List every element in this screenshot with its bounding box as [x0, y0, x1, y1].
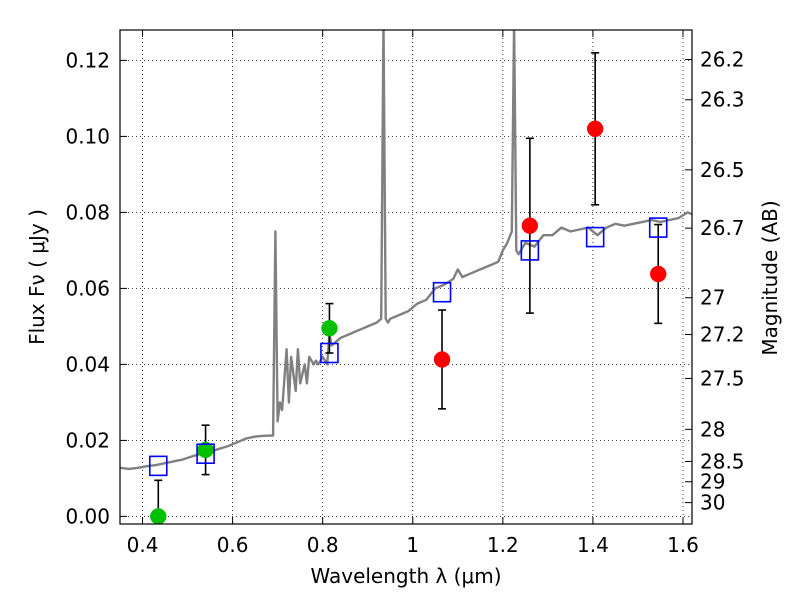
- x-axis-label: Wavelength λ (μm): [310, 564, 501, 588]
- y-tick-label: 0.00: [65, 504, 110, 528]
- mag-tick-label: 30: [700, 491, 725, 515]
- red-data-point: [521, 217, 539, 234]
- red-data-point: [433, 351, 451, 368]
- mag-tick-label: 27.5: [700, 366, 745, 390]
- y-tick-label: 0.08: [65, 200, 110, 224]
- mag-tick-label: 26.2: [700, 48, 745, 72]
- model-square-point: [196, 443, 215, 465]
- model-square-point: [520, 240, 540, 261]
- plot-frame: [119, 29, 693, 525]
- mag-tick-label: 27.2: [700, 323, 745, 347]
- mag-tick-label: 28: [700, 417, 725, 441]
- y-axis-label: Flux Fν ( μJy ): [25, 209, 49, 345]
- y-tick-label: 0.06: [65, 276, 110, 300]
- y-tick-label: 0.10: [65, 124, 110, 148]
- green-data-point: [150, 508, 167, 524]
- mag-tick-label: 29: [700, 470, 725, 494]
- green-data-point: [321, 320, 338, 337]
- spectrum-layer: [120, 30, 692, 471]
- model-square-point: [648, 217, 668, 238]
- x-tick-label: 1.4: [577, 533, 609, 557]
- x-tick-label: 0.4: [127, 533, 159, 557]
- y2-axis-label: Magnitude (AB): [758, 200, 782, 355]
- x-tick-label: 1.2: [487, 533, 519, 557]
- model-square-point: [148, 455, 168, 477]
- axes: 0.4 0.6 0.8 1 1.2 1.4 1.6 0.00 0.02 0.04 0.06 0.08 0…: [65, 30, 745, 557]
- mag-tick-label: 28.5: [700, 449, 745, 473]
- model-square-point: [585, 226, 605, 248]
- mag-tick-label: 26.3: [700, 88, 745, 112]
- mag-tick-label: 27: [700, 286, 725, 310]
- red-data-point: [586, 120, 604, 138]
- model-square-point: [320, 342, 339, 364]
- data-marks: [148, 51, 668, 524]
- x-tick-label: 1: [406, 533, 419, 557]
- x-tick-label: 1.6: [667, 533, 699, 557]
- x-tick-label: 0.8: [307, 533, 339, 557]
- mag-tick-label: 26.7: [700, 216, 745, 240]
- y-tick-label: 0.12: [65, 48, 110, 72]
- red-data-point: [649, 265, 667, 283]
- x-tick-label: 0.6: [217, 533, 249, 557]
- spectrum-line: [120, 30, 692, 471]
- y-tick-label: 0.04: [65, 352, 110, 376]
- mag-tick-label: 26.5: [700, 158, 745, 182]
- model-square-point: [432, 281, 452, 303]
- y-tick-label: 0.02: [65, 428, 110, 452]
